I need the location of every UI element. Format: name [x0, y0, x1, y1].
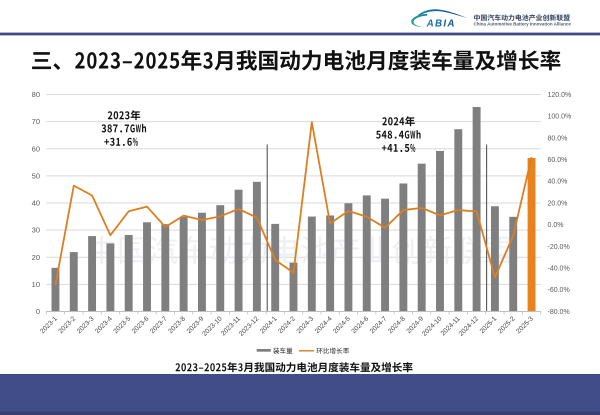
svg-text:60.0%: 60.0% — [548, 157, 568, 164]
svg-text:100.0%: 100.0% — [548, 114, 572, 121]
svg-text:30: 30 — [32, 226, 40, 235]
svg-text:-40.0%: -40.0% — [548, 266, 570, 273]
svg-text:60: 60 — [32, 144, 40, 153]
svg-text:20: 20 — [32, 253, 40, 262]
svg-text:-80.0%: -80.0% — [548, 309, 570, 316]
svg-text:70: 70 — [32, 117, 40, 126]
svg-text:80: 80 — [32, 90, 40, 99]
svg-text:120.0%: 120.0% — [548, 92, 572, 99]
svg-text:20.0%: 20.0% — [548, 200, 568, 207]
svg-text:0: 0 — [36, 307, 40, 316]
svg-text:0.0%: 0.0% — [548, 222, 564, 229]
svg-text:80.0%: 80.0% — [548, 135, 568, 142]
svg-text:40.0%: 40.0% — [548, 179, 568, 186]
svg-text:-60.0%: -60.0% — [548, 287, 570, 294]
svg-text:ABIA: ABIA — [426, 18, 456, 29]
svg-text:50: 50 — [32, 171, 40, 180]
svg-text:10: 10 — [32, 280, 40, 289]
svg-text:China Automotive Battery Innov: China Automotive Battery Innovation Alli… — [474, 22, 572, 27]
svg-text:-20.0%: -20.0% — [548, 244, 570, 251]
svg-text:40: 40 — [32, 199, 40, 208]
